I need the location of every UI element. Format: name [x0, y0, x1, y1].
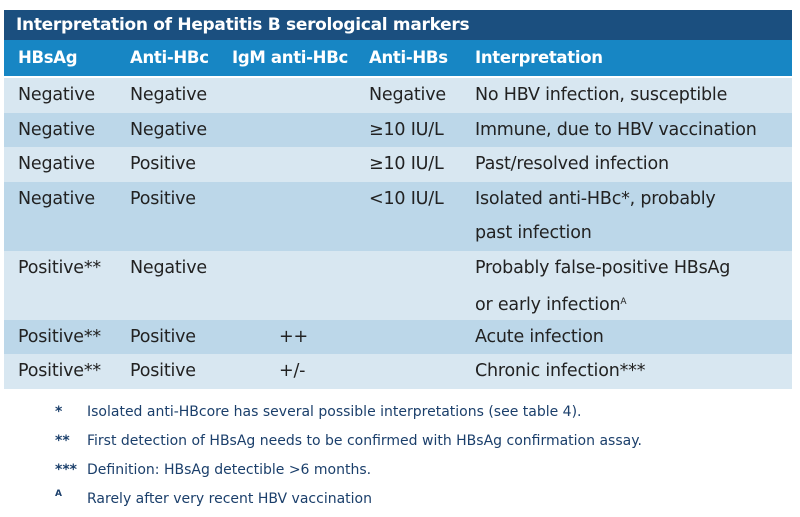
cell-interp: Acute infection	[475, 326, 604, 347]
cell-antihbc: Positive	[130, 361, 196, 381]
cell-antihbs: Negative	[369, 85, 446, 105]
cell-interp: Probably false-positive HBsAg or early in…	[475, 251, 730, 323]
footnote-symbol: **	[55, 433, 70, 449]
cell-hbsag: Positive**	[18, 326, 101, 347]
cell-line: Isolated anti-HBc*, probably	[475, 188, 716, 209]
cell-line: or early infectionA	[475, 285, 730, 323]
cell-interp: Isolated anti-HBc*, probably past infecti…	[475, 182, 716, 251]
header-anti-hbs: Anti-HBs	[369, 48, 448, 67]
footnote-symbol: *	[55, 404, 63, 420]
cell-igm: ++	[279, 326, 308, 347]
table-row: Negative Positive ≥10 IU/L Past/resolved in…	[4, 147, 792, 182]
cell-antihbs: <10 IU/L	[369, 188, 444, 209]
cell-hbsag: Negative	[18, 188, 95, 209]
footnote-marker: A	[620, 297, 627, 307]
cell-line-text: past infection	[475, 223, 592, 243]
table-title: Interpretation of Hepatitis B serologica…	[4, 10, 792, 40]
footnote-symbol: ***	[55, 462, 77, 478]
header-igm-anti-hbc: IgM anti-HBc	[232, 48, 348, 67]
cell-line: past infection	[475, 216, 716, 251]
header-hbsag: HBsAg	[18, 48, 78, 67]
table-row: Positive** Positive ++ Acute infection	[4, 319, 792, 354]
footnote-text: Isolated anti-HBcore has several possibl…	[87, 404, 582, 420]
cell-hbsag: Positive**	[18, 361, 101, 381]
cell-interp: Past/resolved infection	[475, 154, 669, 174]
cell-antihbc: Positive	[130, 154, 196, 174]
table-row: Negative Negative ≥10 IU/L Immune, due to H…	[4, 112, 792, 147]
cell-hbsag: Positive**	[18, 257, 101, 278]
footnote-text: First detection of HBsAg needs to be con…	[87, 433, 642, 449]
cell-antihbc: Negative	[130, 85, 207, 105]
cell-interp: Chronic infection***	[475, 361, 646, 381]
cell-hbsag: Negative	[18, 85, 95, 105]
footnote-symbol: A	[55, 489, 62, 499]
cell-line-text: or early infection	[475, 295, 621, 315]
cell-igm: +/-	[279, 361, 306, 381]
header-interpretation: Interpretation	[475, 48, 603, 67]
cell-antihbc: Negative	[130, 257, 207, 278]
cell-antihbc: Positive	[130, 326, 196, 347]
cell-interp: No HBV infection, susceptible	[475, 85, 728, 105]
table-row: Negative Negative Negative No HBV infection…	[4, 78, 792, 113]
cell-interp: Immune, due to HBV vaccination	[475, 119, 757, 140]
cell-hbsag: Negative	[18, 154, 95, 174]
table-row: Positive** Positive +/- Chronic infection**…	[4, 354, 792, 389]
header-anti-hbc: Anti-HBc	[130, 48, 209, 67]
cell-line: Probably false-positive HBsAg	[475, 257, 731, 278]
cell-antihbc: Positive	[130, 188, 196, 209]
cell-hbsag: Negative	[18, 119, 95, 140]
cell-antihbs: ≥10 IU/L	[369, 154, 444, 174]
table-row: Negative Positive <10 IU/L Isolated anti-HB…	[4, 181, 792, 251]
table-row: Positive** Negative Probably false-positiv…	[4, 250, 792, 323]
footnote-text: Definition: HBsAg detectible >6 months.	[87, 462, 372, 478]
cell-antihbs: ≥10 IU/L	[369, 119, 444, 140]
serology-table: Interpretation of Hepatitis B serologica…	[4, 10, 792, 389]
cell-antihbc: Negative	[130, 119, 207, 140]
table-header: HBsAg Anti-HBc IgM anti-HBc Anti-HBs Int…	[4, 40, 792, 78]
footnote-text: Rarely after very recent HBV vaccination	[87, 491, 372, 507]
